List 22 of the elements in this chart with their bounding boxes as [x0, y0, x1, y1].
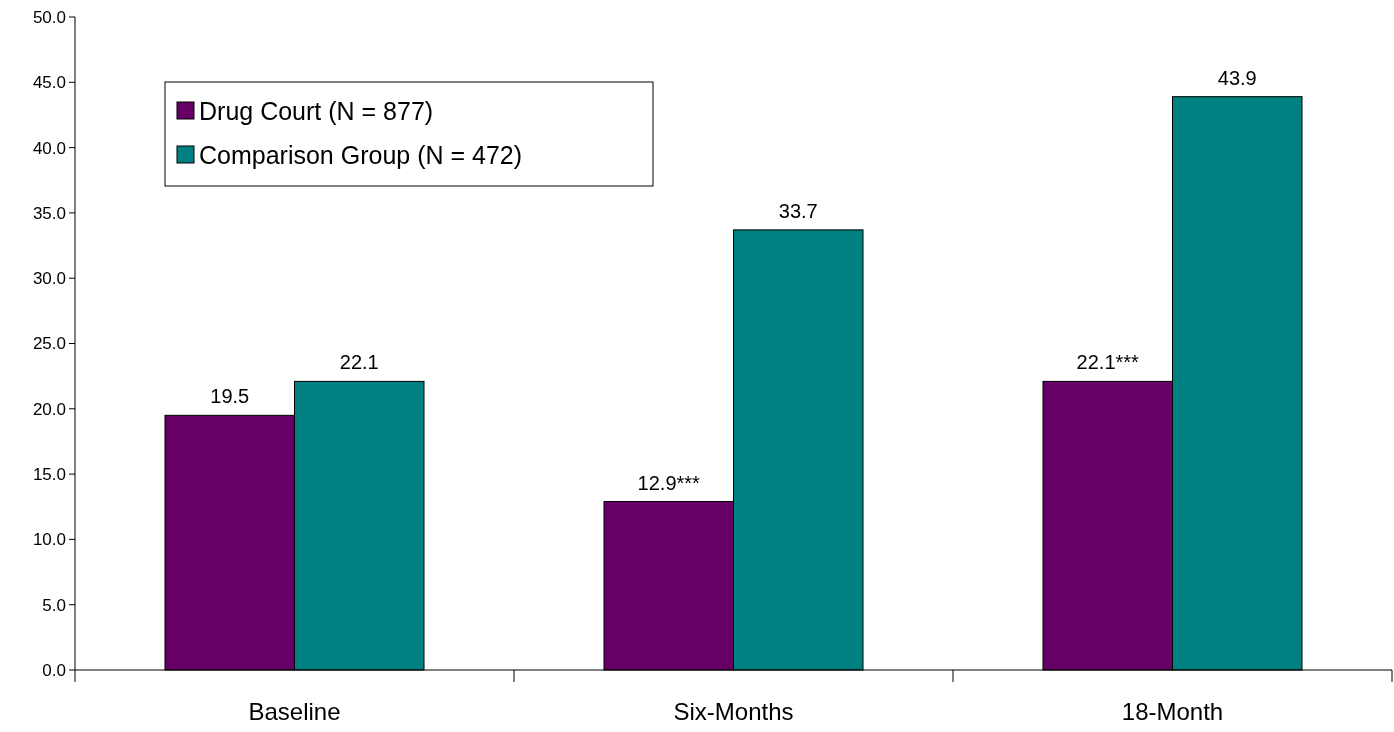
data-label: 22.1***: [1076, 351, 1140, 374]
data-label: 33.7: [778, 199, 818, 222]
data-label: 22.1: [339, 351, 379, 374]
y-tick-label: 50.0: [32, 7, 66, 27]
y-tick-label: 15.0: [32, 465, 66, 485]
y-tick-label: 30.0: [32, 269, 66, 289]
data-label: 19.5: [210, 385, 250, 408]
x-tick-label: Baseline: [248, 698, 341, 725]
y-tick-label: 10.0: [32, 530, 66, 550]
y-tick-label: 20.0: [32, 399, 66, 419]
data-label: 12.9***: [637, 471, 701, 494]
y-tick-label: 25.0: [32, 334, 66, 354]
data-label: 43.9: [1217, 66, 1257, 89]
x-tick-label: Six-Months: [673, 698, 794, 725]
legend-label: Drug Court (N = 877): [199, 96, 434, 125]
y-tick-label: 45.0: [32, 73, 66, 93]
x-tick-label: 18-Month: [1121, 698, 1224, 725]
legend-label: Comparison Group (N = 472): [199, 140, 523, 169]
y-tick-label: 5.0: [42, 595, 66, 615]
y-tick-label: 35.0: [32, 203, 66, 223]
y-tick-label: 40.0: [32, 138, 66, 158]
y-tick-label: 0.0: [42, 660, 66, 680]
